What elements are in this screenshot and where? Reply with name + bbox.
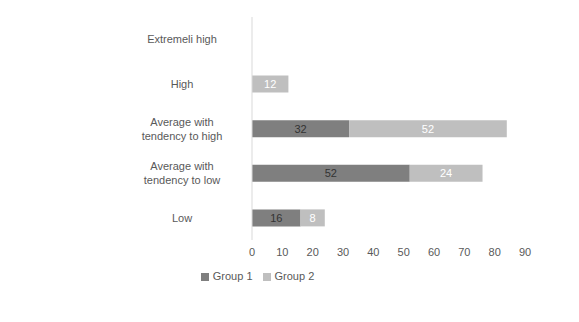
svg-text:Average withtendency to high: Average withtendency to high (142, 116, 223, 142)
svg-text:Extremeli high: Extremeli high (147, 33, 217, 45)
html-text:Group 2: Group 2 (274, 270, 315, 282)
svg-text:52: 52 (422, 123, 434, 135)
svg-text:32: 32 (294, 123, 306, 135)
svg-text:10: 10 (276, 246, 288, 258)
svg-text:16: 16 (270, 212, 282, 224)
svg-text:12: 12 (264, 78, 276, 90)
svg-text:0: 0 (249, 246, 255, 258)
svg-text:70: 70 (458, 246, 470, 258)
svg-text:Low: Low (172, 212, 192, 224)
html-text:Group 1: Group 1 (212, 270, 253, 282)
svg-text:52: 52 (325, 167, 337, 179)
svg-text:24: 24 (440, 167, 452, 179)
svg-text:Average withtendency to low: Average withtendency to low (144, 160, 220, 186)
svg-text:40: 40 (367, 246, 379, 258)
svg-text:30: 30 (337, 246, 349, 258)
svg-text:50: 50 (398, 246, 410, 258)
svg-text:90: 90 (519, 246, 531, 258)
svg-text:80: 80 (489, 246, 501, 258)
svg-text:8: 8 (310, 212, 316, 224)
svg-text:60: 60 (428, 246, 440, 258)
svg-text:High: High (171, 78, 194, 90)
svg-text:20: 20 (307, 246, 319, 258)
